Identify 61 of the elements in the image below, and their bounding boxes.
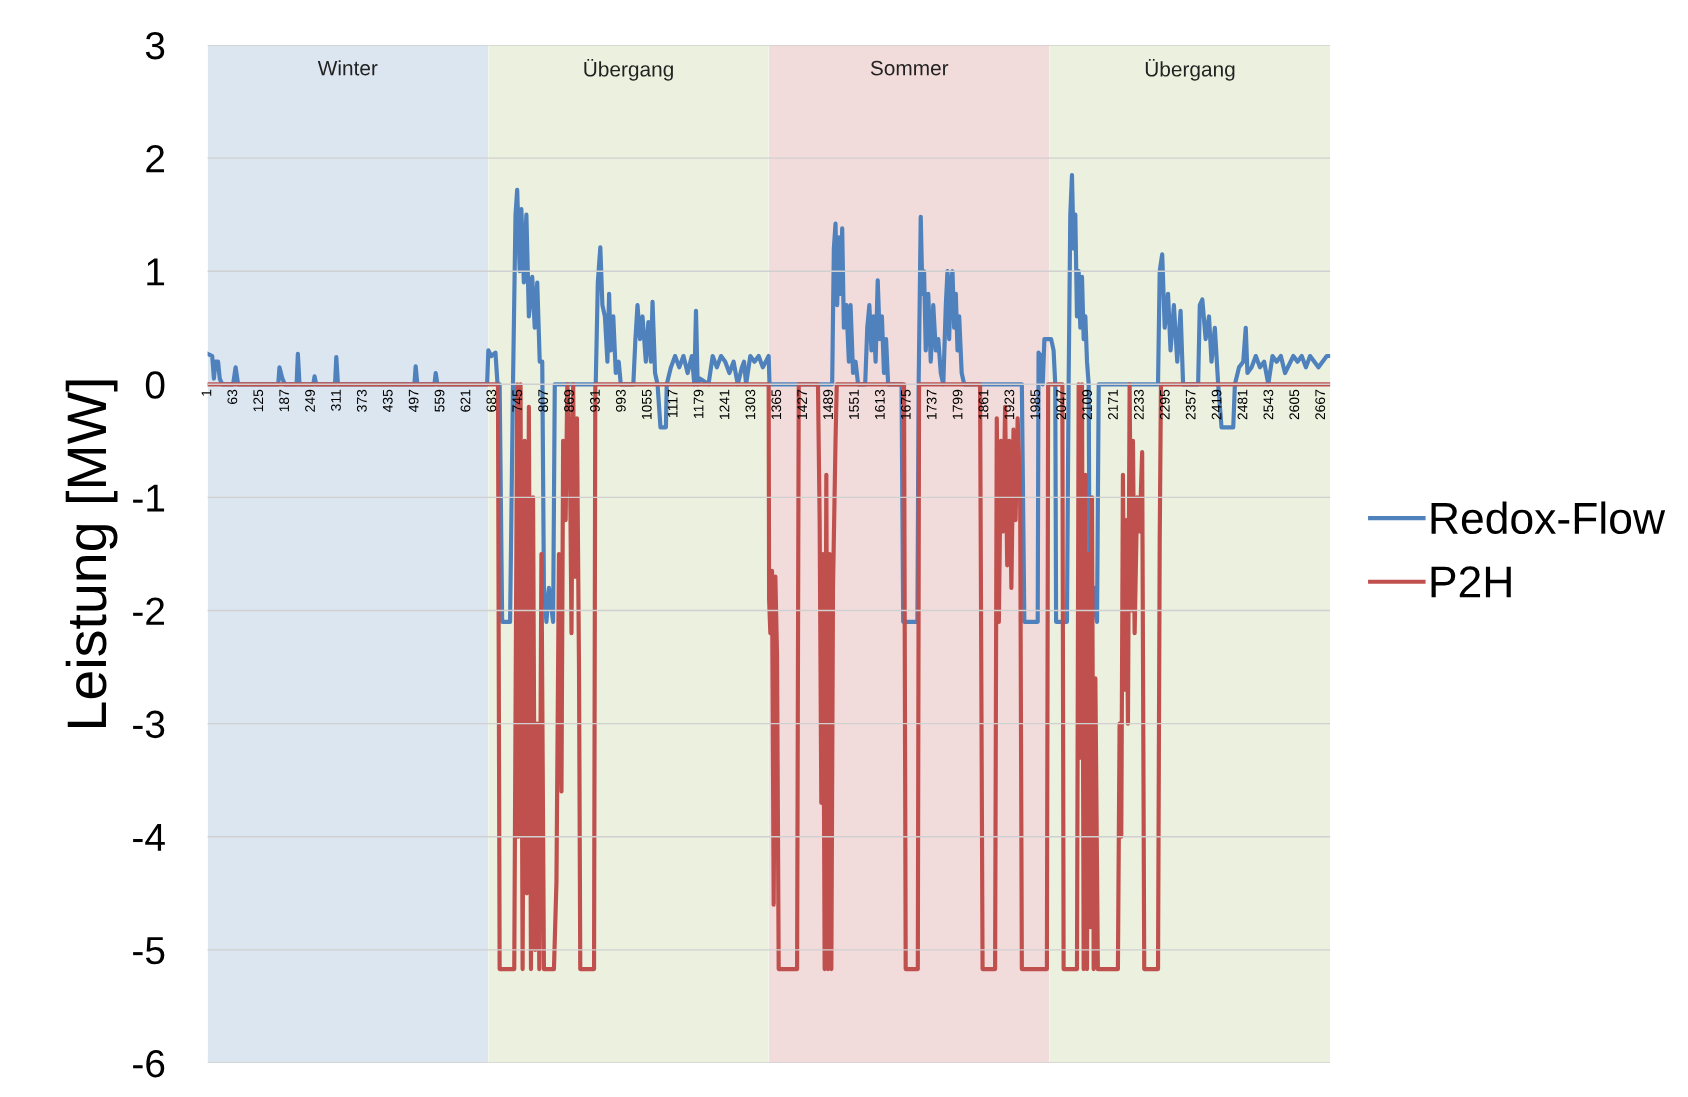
x-tick-label: 1985 [1030, 389, 1041, 420]
x-tick-label: 1551 [849, 389, 859, 420]
x-tick-label: 2357 [1185, 389, 1196, 420]
x-tick-label: 683 [486, 389, 497, 412]
x-tick-label: 1303 [745, 389, 756, 420]
x-tick-label: 373 [356, 389, 367, 412]
y-tick-label: -3 [133, 710, 165, 739]
legend-label: Redox-Flow [1431, 501, 1666, 535]
x-tick-label: 1365 [771, 389, 782, 420]
x-tick-label: 1117 [667, 389, 678, 417]
x-tick-label: 807 [538, 389, 549, 412]
x-tick-label: 2047 [1056, 389, 1067, 420]
x-tick-label: 869 [564, 389, 574, 412]
x-tick-label: 2481 [1237, 389, 1248, 420]
x-tick-label: 2605 [1289, 389, 1300, 420]
x-tick-label: 1241 [719, 389, 730, 420]
y-tick-label: -6 [133, 1049, 165, 1078]
x-tick-label: 2171 [1108, 389, 1118, 420]
y-tick-label: 1 [147, 258, 165, 286]
x-tick-label: 993 [615, 389, 626, 412]
y-axis-title: Leistung [MW] [65, 380, 118, 727]
x-tick-label: 1737 [926, 389, 937, 420]
x-tick-label: 1427 [797, 389, 807, 420]
y-tick-label: -4 [133, 824, 165, 851]
x-tick-label: 187 [279, 389, 290, 412]
x-tick-label: 249 [305, 389, 315, 412]
x-tick-label: 559 [434, 389, 445, 412]
x-tick-label: 621 [460, 389, 471, 412]
x-tick-label: 745 [512, 389, 523, 412]
x-tick-label: 125 [253, 389, 264, 412]
y-tick-label: -1 [133, 484, 165, 512]
x-tick-label: 1 [201, 389, 212, 396]
y-tick-label: 0 [145, 371, 165, 399]
x-tick-label: 931 [590, 389, 600, 412]
x-tick-label: 2295 [1159, 389, 1170, 420]
x-tick-label: 1799 [952, 389, 963, 420]
x-tick-label: 2543 [1263, 389, 1274, 420]
x-tick-label: 1055 [641, 389, 652, 420]
y-tick-label: -5 [133, 937, 165, 965]
x-tick-label: 2233 [1133, 389, 1144, 420]
band-label: Übergang [584, 58, 673, 81]
x-tick-label: 1861 [978, 389, 989, 420]
band-label: Winter [317, 60, 378, 76]
x-tick-label: 1923 [1004, 389, 1015, 420]
x-tick-label: 1675 [900, 389, 911, 420]
x-tick-label: 2419 [1211, 389, 1222, 420]
y-tick-label: 2 [146, 145, 165, 173]
x-tick-label: 1613 [874, 389, 885, 420]
y-tick-label: 3 [145, 31, 165, 60]
x-tick-label: 1489 [823, 389, 833, 420]
x-tick-label: 497 [408, 389, 419, 413]
band-label: Übergang [1145, 58, 1235, 81]
x-tick-label: 2667 [1315, 389, 1326, 420]
band-label: Sommer [870, 60, 949, 76]
x-tick-label: 435 [382, 389, 393, 413]
x-tick-label: 63 [227, 389, 238, 404]
legend-label: P2H [1431, 566, 1511, 598]
y-tick-label: -2 [133, 597, 165, 625]
x-tick-label: 311 [331, 389, 341, 411]
x-tick-label: 2109 [1082, 389, 1092, 420]
x-tick-label: 1179 [693, 389, 704, 418]
